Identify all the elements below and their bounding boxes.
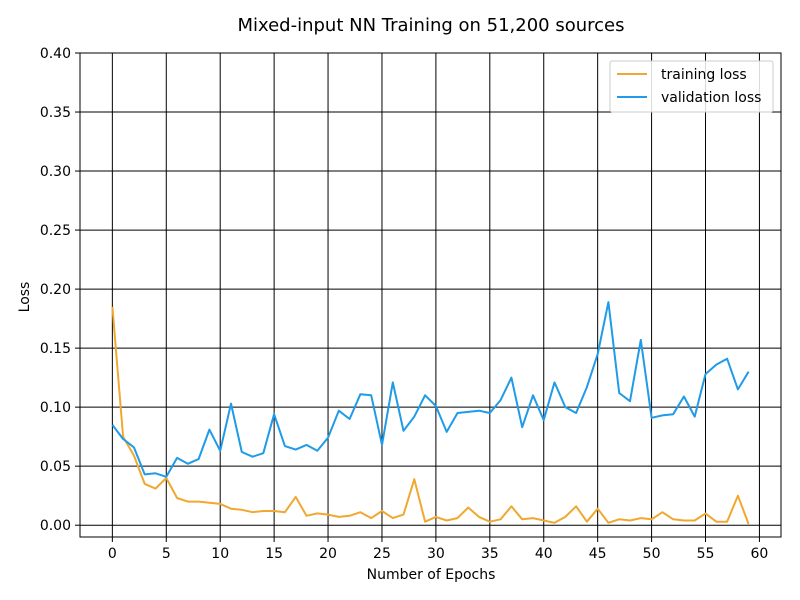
y-tick-label: 0.35 (40, 105, 71, 121)
y-axis-label: Loss (17, 282, 33, 313)
y-axis-ticks: 0.00 0.05 0.10 0.15 0.20 0.25 0.30 0.35 0.40 (40, 46, 80, 534)
x-axis-ticks: 0 5 10 15 20 25 30 35 40 45 50 55 60 (108, 537, 768, 562)
y-tick-label: 0.00 (40, 518, 71, 534)
y-tick-label: 0.40 (40, 46, 71, 62)
y-tick-label: 0.10 (40, 400, 71, 416)
y-tick-label: 0.05 (40, 459, 71, 475)
y-tick-label: 0.15 (40, 341, 71, 357)
y-tick-label: 0.30 (40, 164, 71, 180)
x-tick-label: 20 (319, 546, 337, 562)
legend-label-validation: validation loss (661, 90, 761, 106)
x-tick-label: 5 (162, 546, 171, 562)
x-tick-label: 55 (697, 546, 715, 562)
x-tick-label: 25 (373, 546, 391, 562)
training-loss-line (111, 306, 750, 525)
legend-box (609, 60, 774, 113)
y-tick-label: 0.25 (40, 223, 71, 239)
x-tick-label: 35 (481, 546, 499, 562)
x-tick-label: 60 (751, 546, 769, 562)
legend: training loss validation loss (609, 60, 774, 113)
series-layer (111, 301, 750, 525)
grid (80, 52, 781, 537)
x-tick-label: 0 (108, 546, 117, 562)
x-tick-label: 15 (265, 546, 283, 562)
x-tick-label: 45 (589, 546, 607, 562)
validation-loss-line (111, 301, 750, 478)
x-tick-label: 40 (535, 546, 553, 562)
y-tick-label: 0.20 (40, 282, 71, 298)
x-tick-label: 10 (211, 546, 229, 562)
legend-label-training: training loss (661, 67, 747, 83)
x-axis-label: Number of Epochs (367, 567, 496, 583)
x-tick-label: 50 (643, 546, 661, 562)
chart-title: Mixed-input NN Training on 51,200 source… (237, 15, 624, 36)
plot-frame (79, 52, 782, 538)
x-tick-label: 30 (427, 546, 445, 562)
